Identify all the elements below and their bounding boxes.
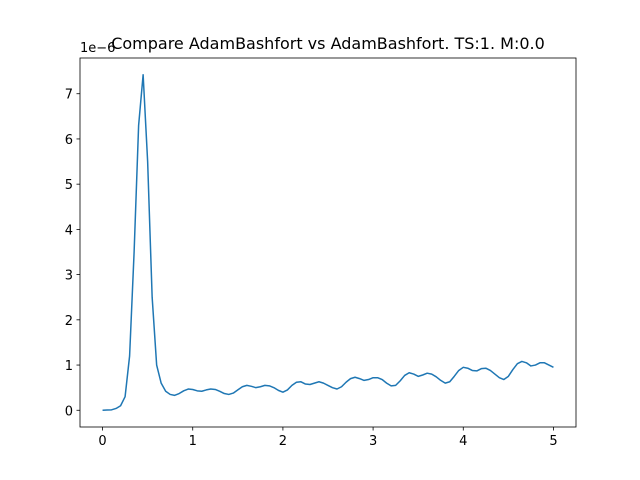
- chart-title: Compare AdamBashfort vs AdamBashfort. TS…: [111, 34, 545, 53]
- y-tick-label: 3: [65, 269, 73, 284]
- y-tick-label: 2: [65, 314, 73, 329]
- x-tick-label: 0: [98, 434, 106, 449]
- x-tick-label: 1: [189, 434, 197, 449]
- y-tick-label: 4: [65, 223, 73, 238]
- y-tick-label: 0: [65, 404, 73, 419]
- axes-frame: [79, 57, 577, 428]
- x-tick-label: 4: [459, 434, 467, 449]
- y-tick-label: 5: [65, 178, 73, 193]
- line: [102, 73, 554, 412]
- y-offset-label: 1e−6: [80, 41, 115, 56]
- x-tick-label: 2: [279, 434, 287, 449]
- y-tick-label: 1: [65, 359, 73, 374]
- x-tick-label: 3: [369, 434, 377, 449]
- y-tick-label: 7: [65, 88, 73, 103]
- x-tick-label: 5: [549, 434, 557, 449]
- y-tick-label: 6: [65, 133, 73, 148]
